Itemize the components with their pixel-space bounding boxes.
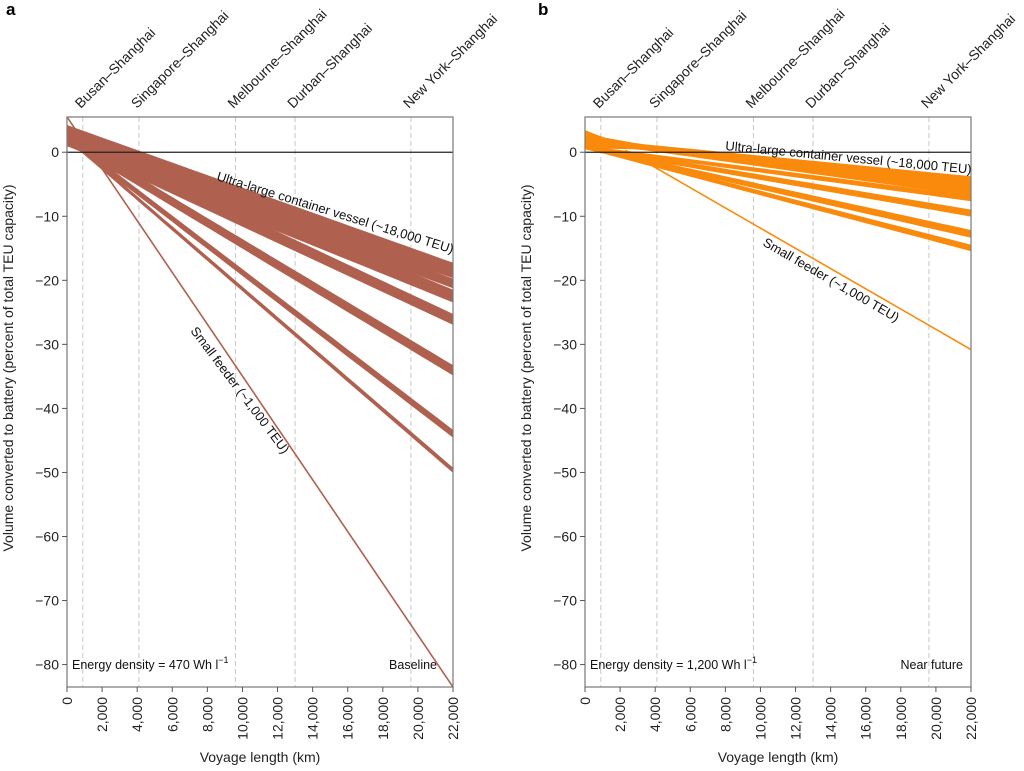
x-tick-label: 4,000 [647,697,663,732]
band-2 [67,129,453,289]
route-label: Singapore–Shanghai [128,7,232,111]
band-5 [67,134,453,376]
y-tick-label: −80 [35,657,59,673]
x-tick-label: 10,000 [752,697,768,740]
route-markers: Busan–ShanghaiSingapore–ShanghaiMelbourn… [590,6,1018,687]
band-3 [67,131,453,303]
annotation-small-feeder: Small feeder (~1,000 TEU) [761,235,903,325]
small-feeder-line [625,149,971,351]
y-axis-title: Volume converted to battery (percent of … [518,184,534,551]
x-tick-label: 14,000 [305,697,321,740]
plot-frame [66,116,454,688]
x-tick-label: 2,000 [94,697,110,732]
route-label: Melbourne–Shanghai [224,6,329,111]
x-tick-label: 8,000 [717,697,733,732]
energy-density-label: Energy density = 1,200 Wh l−1 [590,655,757,672]
scenario-label: Near future [900,658,963,672]
x-tick-label: 6,000 [682,697,698,732]
x-tick-label: 8,000 [199,697,215,732]
x-tick-label: 0 [577,697,593,705]
y-tick-label: −60 [553,528,577,544]
y-tick-label: −40 [35,400,59,416]
y-tick-label: −10 [35,208,59,224]
y-tick-label: −10 [553,208,577,224]
x-tick-label: 20,000 [928,697,944,740]
band-5 [585,145,971,252]
band-3 [585,145,971,217]
y-tick-label: −20 [553,272,577,288]
panel-label: a [6,0,16,19]
band-4 [67,132,453,325]
panel-b: b Busan–ShanghaiSingapore–ShanghaiMelbou… [518,0,1018,765]
energy-density-exponent: −1 [747,655,757,665]
y-tick-label: −70 [35,593,59,609]
x-axis-ticks: 0 2,000 4,000 6,000 8,000 10,000 12,000 14,000 1… [59,687,461,740]
panel-label: b [538,0,548,19]
annotation-small-feeder: Small feeder (~1,000 TEU) [188,324,293,457]
y-axis-ticks: 0 −10 −20 −30 −40 −50 −60 −70 −80 [35,144,67,673]
y-tick-label: −20 [35,272,59,288]
x-tick-label: 16,000 [340,697,356,740]
x-tick-label: 16,000 [858,697,874,740]
x-tick-label: 20,000 [410,697,426,740]
x-tick-label: 22,000 [445,697,461,740]
x-axis-title: Voyage length (km) [718,749,839,765]
energy-density-exponent: −1 [218,655,228,665]
y-tick-label: −50 [35,464,59,480]
x-tick-label: 4,000 [129,697,145,732]
y-axis-title: Volume converted to battery (percent of … [0,184,16,551]
plot-area [585,130,971,351]
plot-border [584,116,972,688]
y-tick-label: 0 [569,144,577,160]
x-tick-label: 2,000 [612,697,628,732]
y-tick-label: −80 [553,657,577,673]
y-tick-label: −30 [35,336,59,352]
x-tick-label: 6,000 [164,697,180,732]
x-tick-label: 0 [59,697,75,705]
band-6 [67,135,453,438]
route-label: New York–Shanghai [400,11,500,111]
x-tick-label: 14,000 [823,697,839,740]
y-tick-label: −50 [553,464,577,480]
band-7 [67,135,453,473]
scenario-label: Baseline [389,658,437,672]
energy-density-text: Energy density = 470 Wh l [72,658,218,672]
y-tick-label: −30 [553,336,577,352]
panel-a: a Busan–ShanghaiSingapore–ShanghaiMelbou… [0,0,500,765]
route-label: Melbourne–Shanghai [742,6,847,111]
x-axis-title: Voyage length (km) [200,749,321,765]
y-tick-label: −60 [35,528,59,544]
x-tick-label: 18,000 [375,697,391,740]
plot-area [67,117,453,687]
route-markers: Busan–ShanghaiSingapore–ShanghaiMelbourn… [72,6,500,687]
energy-density-text: Energy density = 1,200 Wh l [590,658,747,672]
x-tick-label: 12,000 [788,697,804,740]
x-tick-label: 10,000 [234,697,250,740]
x-axis-ticks: 0 2,000 4,000 6,000 8,000 10,000 12,000 14,000 1… [577,687,979,740]
y-axis-ticks: 0 −10 −20 −30 −40 −50 −60 −70 −80 [553,144,585,673]
y-tick-label: −70 [553,593,577,609]
route-label: New York–Shanghai [918,11,1018,111]
plot-border [66,116,454,688]
x-tick-label: 18,000 [893,697,909,740]
small-feeder-line [67,117,453,687]
band-2 [585,145,971,202]
x-tick-label: 22,000 [963,697,979,740]
x-tick-label: 12,000 [270,697,286,740]
y-tick-label: −40 [553,400,577,416]
energy-density-label: Energy density = 470 Wh l−1 [72,655,229,672]
plot-frame [584,116,972,688]
y-tick-label: 0 [51,144,59,160]
route-label: Singapore–Shanghai [646,7,750,111]
